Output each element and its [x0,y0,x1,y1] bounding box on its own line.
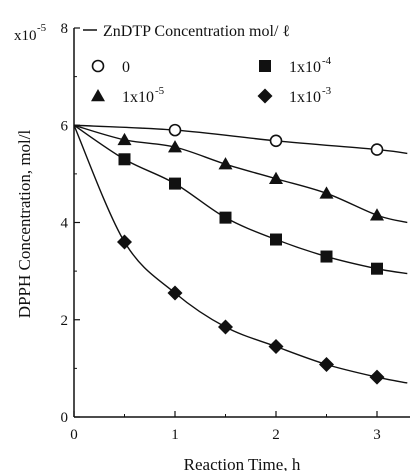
y-tick-label: 0 [61,410,69,426]
data-point-series-1 [168,123,182,137]
data-point-series-3 [320,250,333,263]
legend-marker-3 [259,60,271,72]
data-point-series-3 [219,211,232,224]
x-axis-title: Reaction Time, h [184,455,301,471]
data-point-series-2 [370,208,384,221]
x-tick-label: 1 [171,427,179,443]
y-tick-label: 4 [61,216,69,232]
legend-label-exponent-2: -5 [155,85,165,97]
y-axis-title: DPPH Concentration, mol/l [15,130,34,319]
data-point-series-3 [169,177,181,190]
data-point-series-3 [118,153,131,166]
data-markers [117,123,385,385]
legend-marker-4 [257,88,273,104]
legend-label-3: 1x10 [289,59,321,76]
x-tick-label: 0 [70,427,78,443]
legend-marker-1 [91,59,105,73]
plot-frame [73,28,410,418]
data-point-series-2 [168,140,182,153]
data-point-series-4 [218,319,233,335]
data-point-series-4 [319,356,334,372]
data-point-series-1 [269,134,283,148]
data-point-series-4 [369,369,385,385]
data-point-series-2 [218,157,233,170]
legend-label-1: 0 [122,59,130,76]
legend-label-exponent-3: -4 [322,55,332,67]
y-tick-label: 2 [61,313,69,329]
y-tick-label: 6 [61,118,69,134]
x-tick-label: 2 [272,427,280,443]
data-point-series-3 [371,262,383,275]
legend-label-4: 1x10 [289,89,321,106]
y-multiplier-base: x10 [14,28,37,44]
data-point-series-1 [370,143,384,156]
legend-marker-2 [91,89,105,102]
data-point-series-4 [167,285,183,301]
data-point-series-2 [269,171,283,184]
legend-title: ZnDTP Concentration mol/ ℓ [103,23,290,40]
data-point-series-4 [117,234,132,250]
x-tick-label: 3 [373,427,381,443]
axis-ticks: 0 1 2 3 0 2 4 6 8 [61,21,381,443]
data-point-series-3 [270,233,282,246]
y-multiplier-exponent: -5 [37,22,47,34]
legend-label-exponent-4: -3 [322,85,332,97]
data-point-series-2 [319,186,334,199]
y-tick-label: 8 [61,21,69,37]
data-point-series-2 [117,132,132,146]
y-multiplier: x10 -5 [14,22,47,44]
data-point-series-4 [268,338,284,354]
legend-label-2: 1x10 [122,89,154,106]
